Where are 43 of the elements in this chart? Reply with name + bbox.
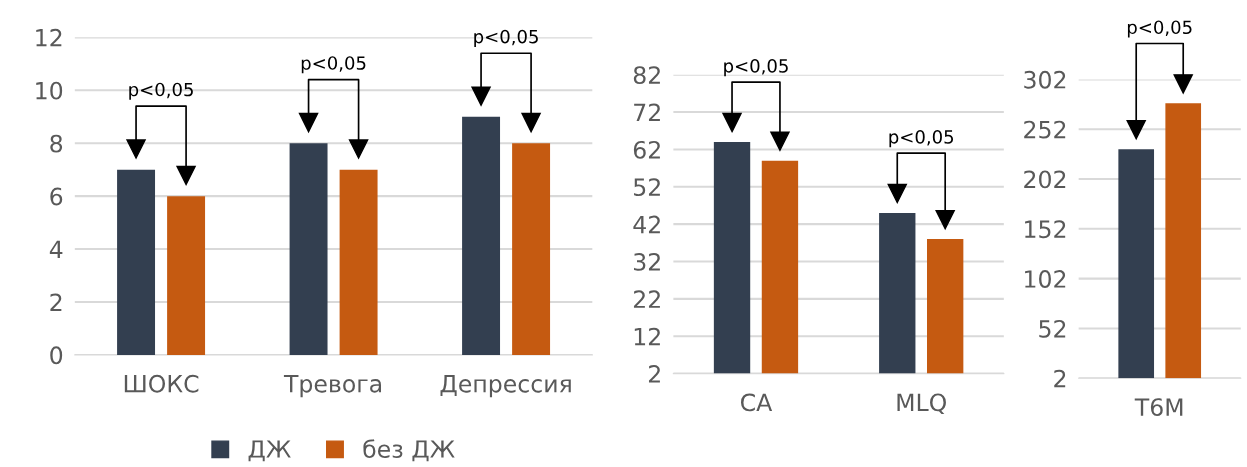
y-tick-label: 82 bbox=[633, 66, 660, 85]
bar bbox=[289, 143, 328, 355]
y-tick-label: 22 bbox=[633, 290, 660, 308]
x-tick-label: СА bbox=[741, 393, 773, 412]
y-tick-label: 302 bbox=[1024, 70, 1066, 89]
y-tick-label: 10 bbox=[36, 81, 63, 100]
y-tick-label: 52 bbox=[634, 178, 660, 197]
y-tick-label: 62 bbox=[633, 140, 660, 159]
y-tick-label: 0 bbox=[50, 346, 63, 365]
annotation: p<0,05 bbox=[301, 56, 366, 74]
y-tick-label: 12 bbox=[36, 28, 62, 47]
x-tick-label: ШОКС bbox=[124, 374, 199, 393]
x-tick-label: Тревога bbox=[283, 375, 382, 398]
y-tick-label: 8 bbox=[50, 134, 63, 153]
annotation: p<0,05 bbox=[724, 59, 788, 77]
y-tick-label: 102 bbox=[1025, 270, 1066, 288]
y-tick-label: 72 bbox=[634, 103, 660, 122]
y-tick-label: 52 bbox=[1039, 319, 1066, 338]
y-tick-label: 252 bbox=[1024, 120, 1066, 139]
annotation: p<0,05 bbox=[889, 130, 954, 148]
y-tick-label: 32 bbox=[634, 252, 660, 271]
bar bbox=[117, 169, 156, 355]
x-tick-label: T6M bbox=[1134, 398, 1183, 416]
y-tick-label: 42 bbox=[633, 215, 660, 234]
bar bbox=[339, 169, 378, 355]
y-tick-label: 12 bbox=[634, 327, 660, 346]
text: p<0,05 bbox=[1127, 20, 1192, 38]
y-tick-label: 2 bbox=[50, 293, 62, 311]
legend-label: ДЖ bbox=[248, 440, 291, 462]
x-tick-label: MLQ bbox=[897, 393, 946, 415]
x-tick-label: Депрессия bbox=[440, 375, 571, 398]
y-tick-label: 4 bbox=[49, 240, 63, 259]
y-tick-label: 202 bbox=[1024, 170, 1066, 189]
legend-label: без ДЖ bbox=[363, 439, 455, 462]
annotation: p<0,05 bbox=[129, 82, 193, 100]
bar bbox=[462, 116, 501, 355]
y-tick-label: 2 bbox=[1054, 369, 1066, 388]
bar bbox=[512, 143, 551, 355]
bar bbox=[167, 196, 206, 355]
y-tick-label: 152 bbox=[1025, 220, 1066, 239]
y-tick-label: 2 bbox=[648, 365, 660, 383]
y-tick-label: 6 bbox=[50, 187, 63, 206]
annotation: p<0,05 bbox=[474, 29, 538, 47]
